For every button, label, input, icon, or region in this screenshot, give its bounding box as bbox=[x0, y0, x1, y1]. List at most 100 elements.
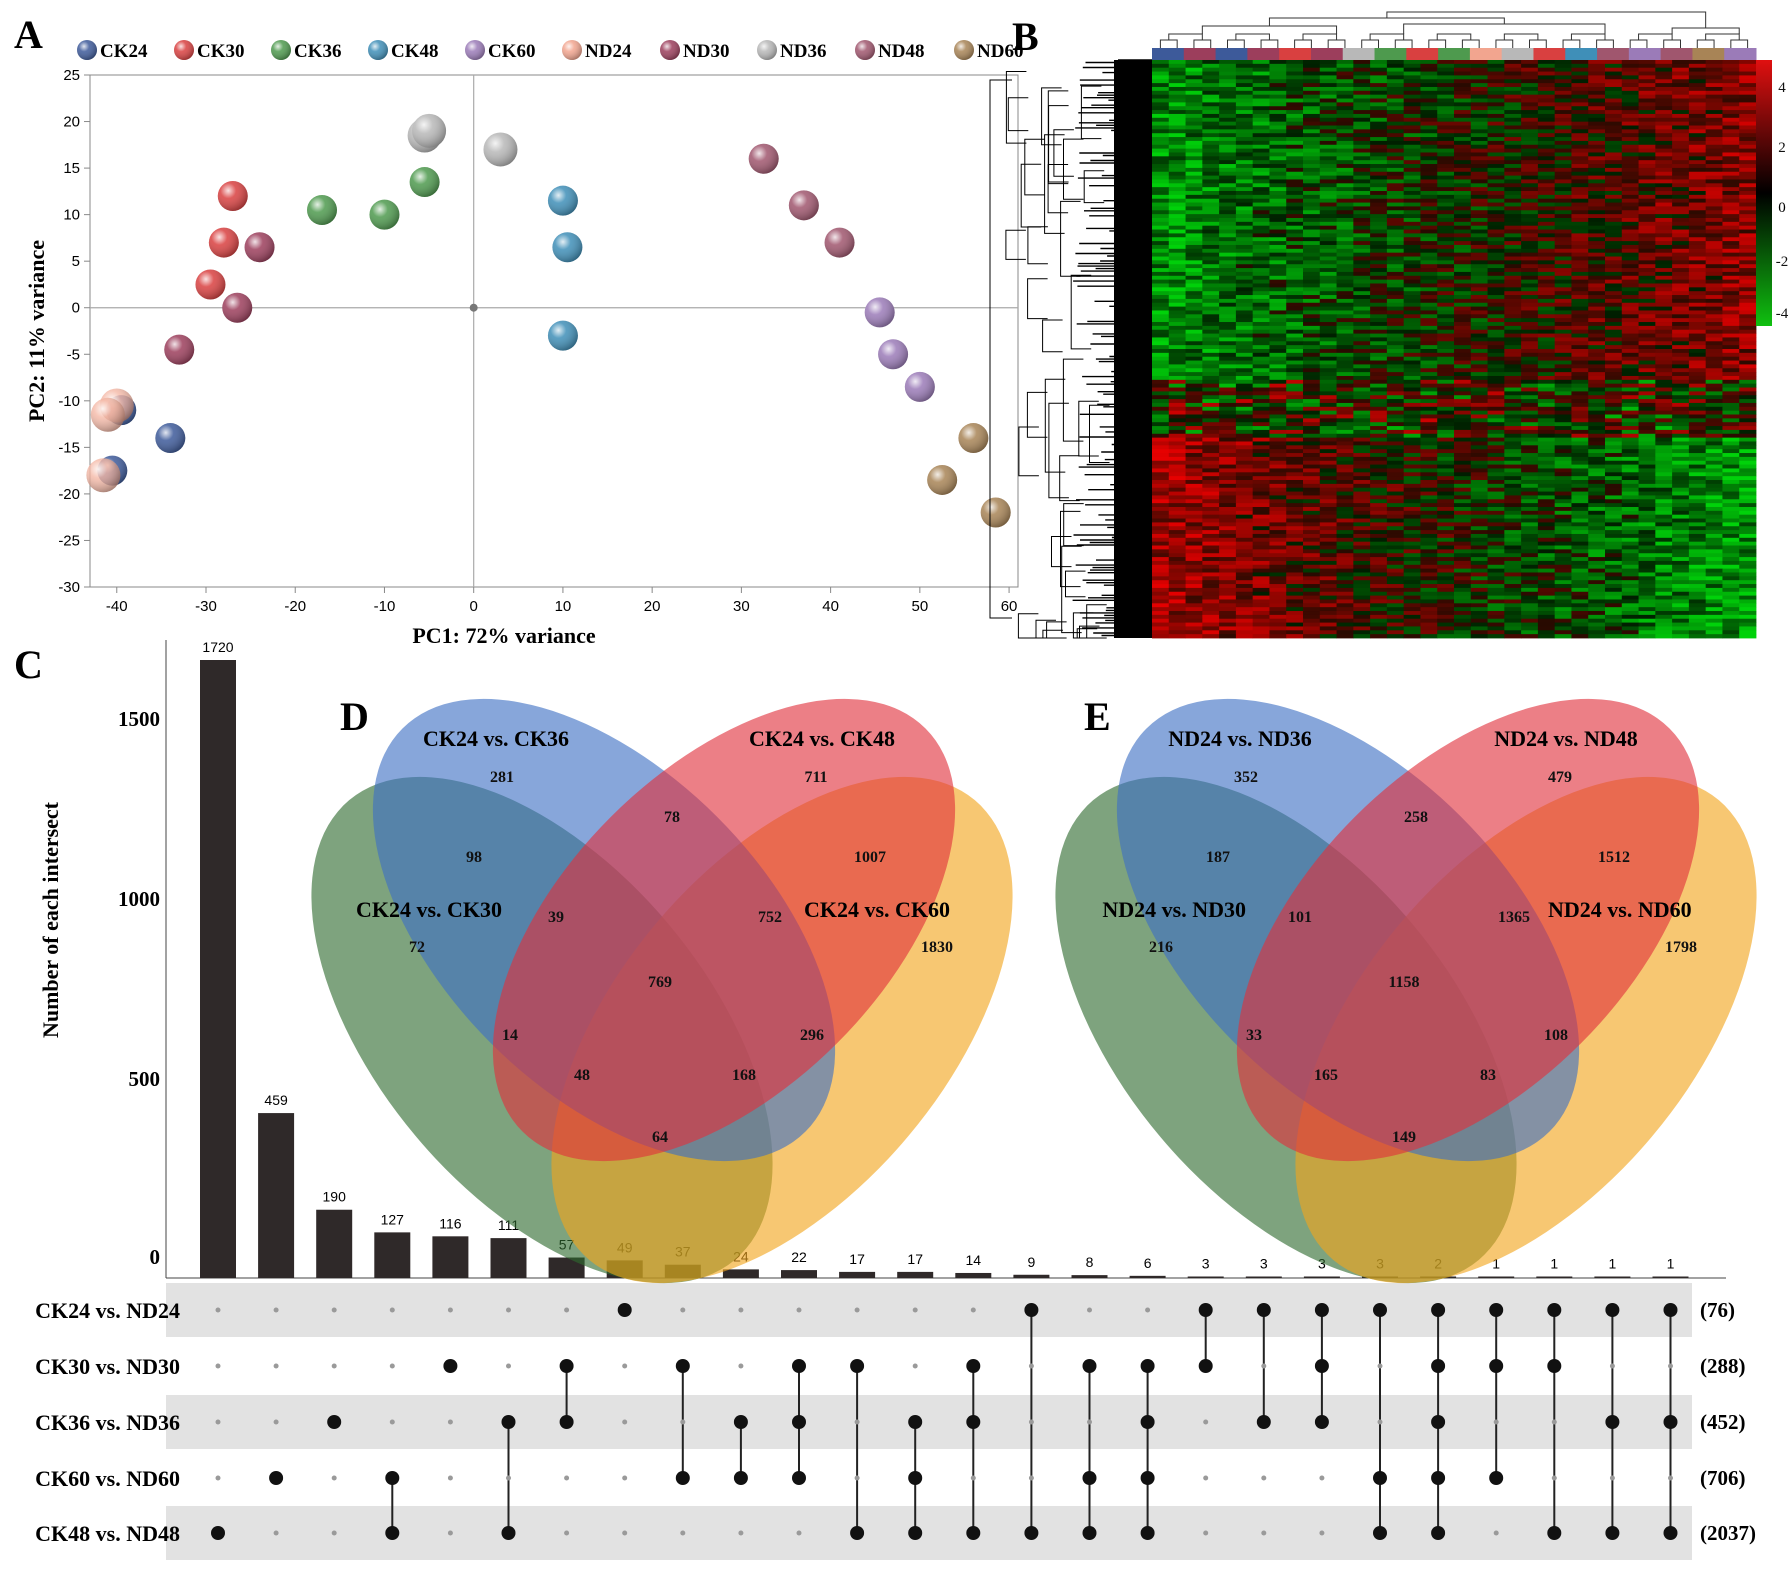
heatmap-cell bbox=[1537, 453, 1556, 458]
heatmap-cell bbox=[1638, 156, 1656, 161]
heatmap-cell bbox=[1185, 306, 1203, 311]
heatmap-cell bbox=[1202, 510, 1220, 516]
heatmap-cell bbox=[1437, 171, 1455, 176]
heatmap-cell bbox=[1420, 530, 1438, 535]
heatmap-cell bbox=[1437, 75, 1455, 80]
heatmap-cell bbox=[1252, 244, 1270, 250]
heatmap-cell bbox=[1235, 125, 1254, 130]
heatmap-cell bbox=[1269, 256, 1287, 261]
heatmap-cell bbox=[1252, 345, 1270, 350]
heatmap-cell bbox=[1588, 71, 1606, 76]
heatmap-cell bbox=[1672, 533, 1690, 539]
heatmap-cell bbox=[1386, 449, 1405, 454]
heatmap-cell bbox=[1504, 214, 1522, 219]
heatmap-cell bbox=[1621, 460, 1639, 465]
heatmap-cell bbox=[1655, 102, 1673, 107]
heatmap-cell bbox=[1269, 483, 1287, 489]
heatmap-cell bbox=[1621, 152, 1639, 157]
heatmap-cell bbox=[1638, 306, 1656, 311]
heatmap-cell bbox=[1521, 375, 1539, 381]
heatmap-cell bbox=[1370, 152, 1388, 157]
heatmap-cell bbox=[1269, 449, 1287, 454]
heatmap-cell bbox=[1504, 483, 1522, 489]
heatmap-cell bbox=[1537, 337, 1556, 342]
heatmap-cell bbox=[1185, 160, 1203, 165]
heatmap-cell bbox=[1621, 244, 1639, 250]
heatmap-cell bbox=[1168, 144, 1186, 150]
heatmap-cell bbox=[1504, 264, 1522, 269]
heatmap-cell bbox=[1504, 418, 1522, 423]
heatmap-cell bbox=[1571, 383, 1589, 388]
heatmap-cell bbox=[1168, 140, 1186, 146]
heatmap-cell bbox=[1437, 271, 1455, 277]
heatmap-cell bbox=[1235, 275, 1254, 281]
pca-point-ck30 bbox=[217, 181, 248, 212]
heatmap-cell bbox=[1487, 426, 1505, 431]
heatmap-cell bbox=[1386, 187, 1405, 192]
heatmap-cell bbox=[1185, 225, 1203, 230]
heatmap-cell bbox=[1269, 302, 1287, 308]
heatmap-cell bbox=[1688, 522, 1707, 527]
heatmap-cell bbox=[1454, 375, 1472, 381]
heatmap-cell bbox=[1605, 310, 1623, 315]
heatmap-cell bbox=[1605, 360, 1623, 365]
heatmap-cell bbox=[1470, 356, 1488, 361]
heatmap-cell bbox=[1621, 291, 1639, 296]
heatmap-cell bbox=[1688, 418, 1707, 423]
heatmap-cell bbox=[1470, 102, 1488, 107]
heatmap-cell bbox=[1370, 148, 1388, 153]
heatmap-cell bbox=[1739, 241, 1757, 246]
heatmap-cell bbox=[1386, 291, 1405, 296]
heatmap-cell bbox=[1705, 202, 1723, 207]
heatmap-cell bbox=[1504, 325, 1522, 331]
heatmap-cell bbox=[1588, 480, 1606, 485]
heatmap-cell bbox=[1554, 94, 1572, 99]
heatmap-cell bbox=[1269, 152, 1287, 157]
heatmap-cell bbox=[1152, 60, 1170, 65]
heatmap-cell bbox=[1437, 472, 1455, 477]
dendrogram-branch bbox=[1201, 23, 1740, 34]
heatmap-cell bbox=[1638, 560, 1656, 566]
heatmap-cell bbox=[1504, 553, 1522, 558]
heatmap-cell bbox=[1336, 352, 1354, 358]
heatmap-cell bbox=[1219, 295, 1237, 300]
heatmap-cell bbox=[1252, 113, 1270, 119]
heatmap-cell bbox=[1202, 110, 1220, 115]
heatmap-cell bbox=[1269, 298, 1287, 304]
heatmap-cell bbox=[1303, 491, 1321, 496]
heatmap-cell bbox=[1621, 217, 1639, 223]
heatmap-cell bbox=[1219, 83, 1237, 88]
heatmap-cell bbox=[1386, 229, 1405, 234]
heatmap-cell bbox=[1202, 395, 1220, 400]
heatmap-cell bbox=[1688, 325, 1707, 331]
heatmap-cell bbox=[1185, 140, 1203, 146]
heatmap-cell bbox=[1470, 110, 1488, 115]
heatmap-cell bbox=[1537, 341, 1556, 346]
heatmap-cell bbox=[1571, 506, 1589, 512]
heatmap-cell bbox=[1152, 399, 1170, 404]
heatmap-cell bbox=[1672, 406, 1690, 412]
heatmap-cell bbox=[1235, 506, 1254, 512]
heatmap-cell bbox=[1152, 260, 1170, 265]
heatmap-cell bbox=[1655, 144, 1673, 150]
heatmap-cell bbox=[1235, 94, 1254, 99]
heatmap-cell bbox=[1571, 391, 1589, 396]
heatmap-cell bbox=[1370, 510, 1388, 516]
heatmap-cell bbox=[1219, 449, 1237, 454]
heatmap-cell bbox=[1403, 137, 1421, 142]
heatmap-cell bbox=[1605, 225, 1623, 230]
heatmap-cell bbox=[1437, 260, 1455, 265]
heatmap-cell bbox=[1168, 302, 1186, 308]
heatmap-cell bbox=[1202, 426, 1220, 431]
heatmap-cell bbox=[1168, 106, 1186, 111]
heatmap-cell bbox=[1537, 352, 1556, 358]
heatmap-cell bbox=[1554, 406, 1572, 412]
legend-item-ck24: CK24 bbox=[77, 40, 148, 62]
heatmap-cell bbox=[1319, 395, 1337, 400]
heatmap-cell bbox=[1537, 526, 1556, 531]
heatmap-cell bbox=[1605, 337, 1623, 342]
heatmap-cell bbox=[1370, 557, 1388, 562]
heatmap-cell bbox=[1470, 113, 1488, 119]
pca-x-tick-label: -40 bbox=[106, 598, 128, 615]
heatmap-cell bbox=[1454, 279, 1472, 284]
